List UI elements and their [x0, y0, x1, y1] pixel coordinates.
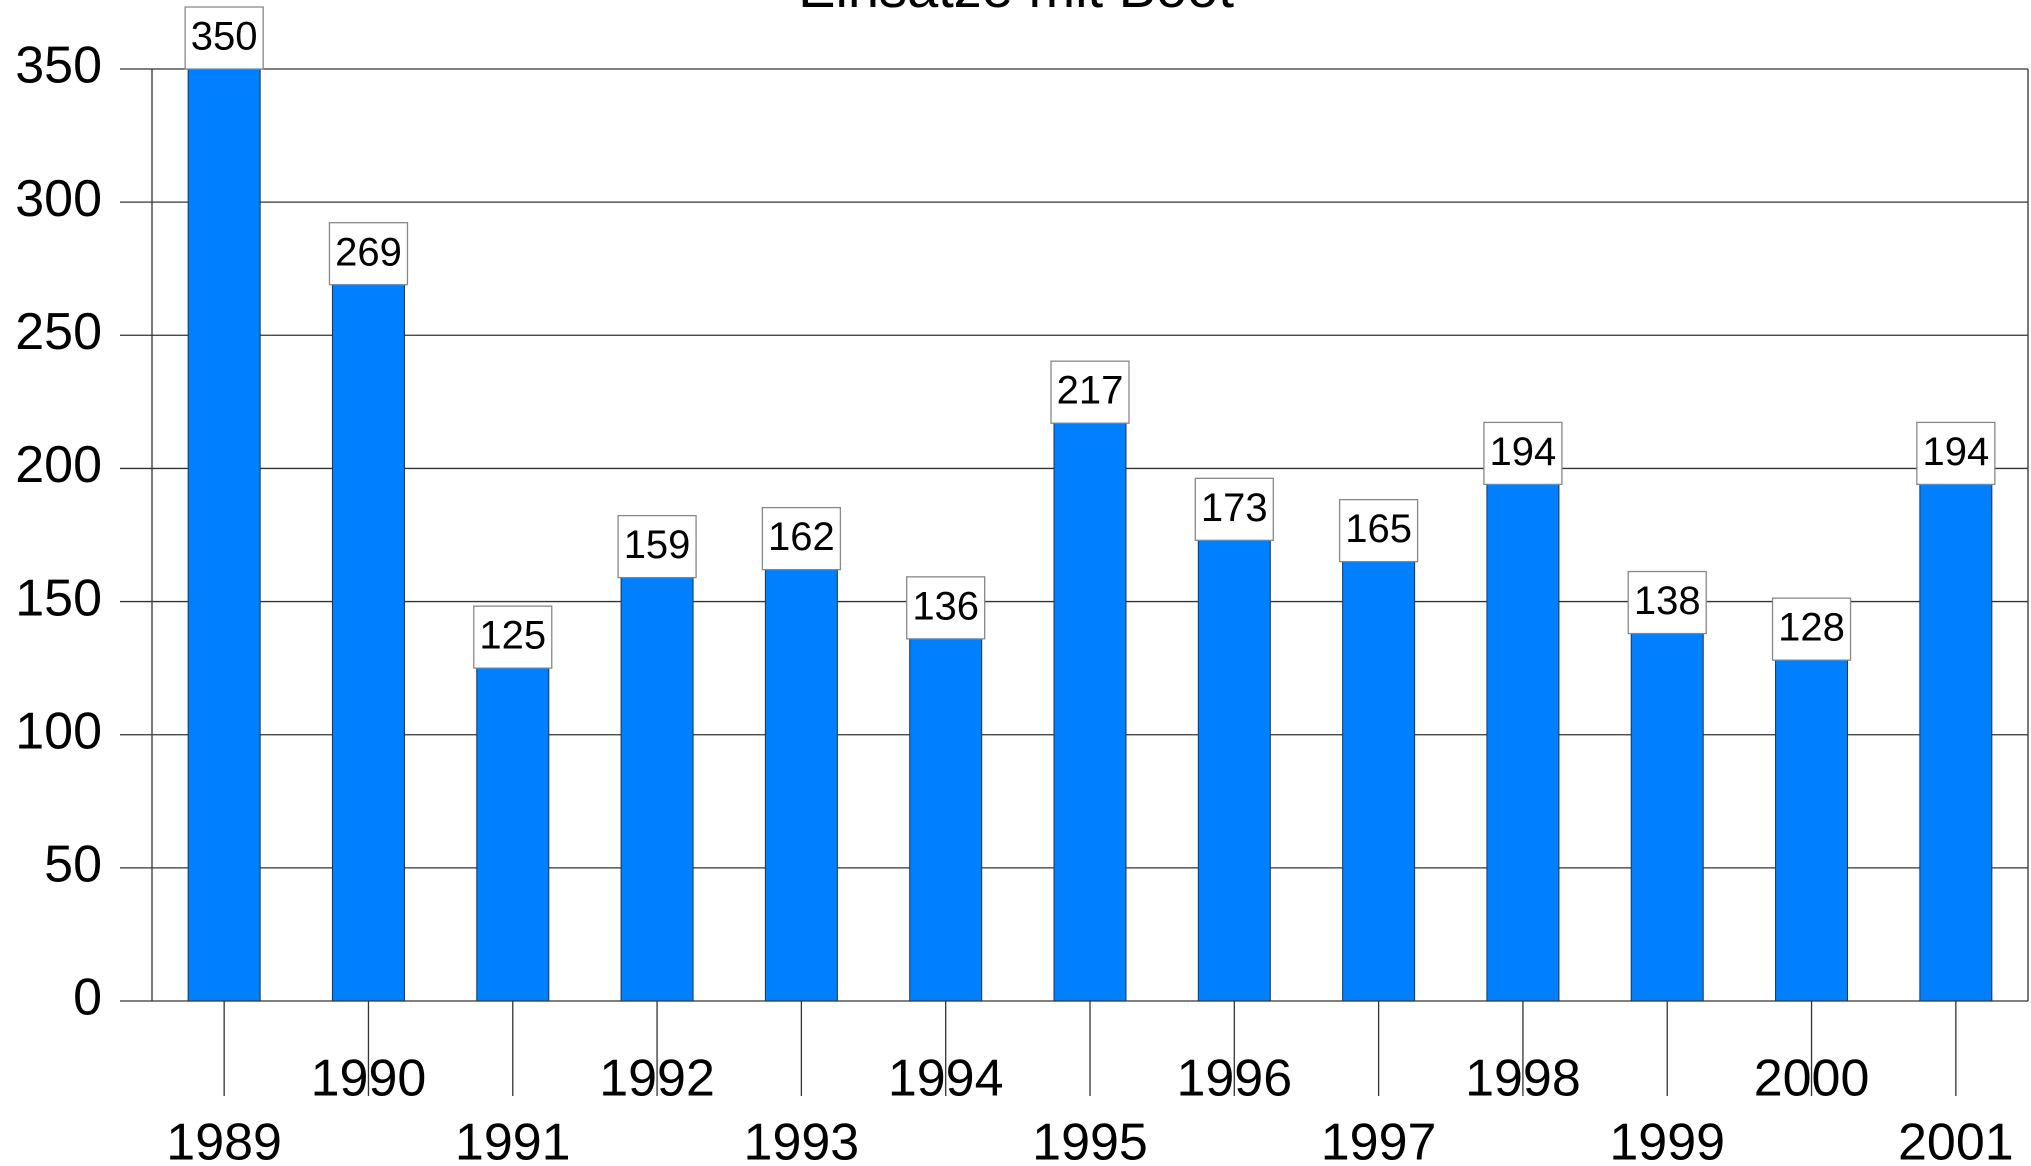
value-label-box	[1627, 570, 1707, 635]
y-tick-label: 100	[15, 702, 102, 760]
x-tick-label: 1993	[744, 1114, 860, 1166]
value-label: 159	[624, 523, 691, 567]
y-tick-label: 0	[73, 969, 102, 1027]
value-label-box	[1050, 360, 1130, 424]
value-label: 269	[335, 230, 402, 274]
x-tick-label: 2001	[1898, 1114, 2014, 1166]
value-label: 128	[1778, 606, 1845, 650]
bar	[1775, 659, 1849, 1002]
value-label-box	[1338, 498, 1419, 563]
y-tick-label: 300	[15, 170, 102, 228]
value-label: 350	[191, 15, 258, 59]
y-tick-label: 150	[15, 569, 102, 627]
y-tick-label: 50	[44, 836, 102, 894]
value-label: 162	[768, 515, 835, 559]
value-label-box	[906, 576, 986, 640]
bar	[620, 577, 694, 1002]
bar	[1053, 422, 1127, 1002]
y-tick-label: 350	[15, 37, 102, 95]
chart-title: Einsätze mit Boot	[798, 0, 1234, 19]
x-tick-label: 1998	[1465, 1050, 1581, 1108]
value-label: 173	[1201, 486, 1268, 530]
value-label-box	[1483, 421, 1563, 486]
y-tick-label: 200	[15, 436, 102, 494]
value-label-box	[184, 6, 264, 70]
bar	[187, 68, 261, 1002]
x-tick-label: 1999	[1609, 1114, 1725, 1166]
x-tick-label: 1989	[166, 1114, 282, 1166]
bar	[909, 638, 983, 1002]
x-tick-label: 1991	[455, 1114, 571, 1166]
bar	[1630, 633, 1704, 1002]
value-label-box	[1771, 597, 1852, 661]
x-tick-label: 1996	[1176, 1050, 1292, 1108]
x-tick-label: 2000	[1754, 1050, 1870, 1108]
bar	[1919, 483, 1993, 1002]
value-label-box	[617, 514, 697, 579]
bar	[1197, 539, 1271, 1002]
bar	[476, 667, 550, 1002]
bar	[764, 569, 838, 1002]
value-label: 125	[479, 614, 546, 658]
y-tick-label: 250	[15, 303, 102, 361]
value-label: 194	[1490, 430, 1557, 474]
value-label: 217	[1057, 369, 1124, 413]
bar	[1486, 483, 1560, 1002]
value-label-box	[761, 506, 842, 571]
value-label-box	[1194, 477, 1274, 541]
x-tick-label: 1992	[599, 1050, 715, 1108]
value-label: 138	[1634, 579, 1701, 623]
value-label-box	[328, 222, 409, 286]
value-label-box	[473, 605, 553, 669]
value-label: 194	[1922, 430, 1989, 474]
x-tick-label: 1990	[311, 1050, 427, 1108]
bar	[331, 284, 405, 1002]
value-label-box	[1916, 421, 1996, 486]
x-tick-label: 1995	[1032, 1114, 1148, 1166]
bar	[1342, 561, 1416, 1002]
x-tick-label: 1997	[1321, 1114, 1437, 1166]
x-tick-label: 1994	[888, 1050, 1004, 1108]
value-label: 136	[912, 584, 979, 628]
value-label: 165	[1345, 507, 1412, 551]
